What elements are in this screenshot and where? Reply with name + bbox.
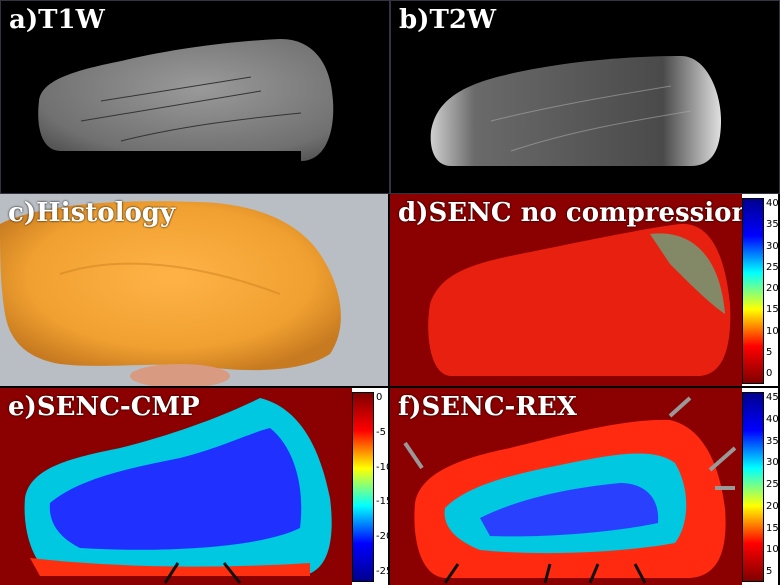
colorbar-e-tick: 0 — [376, 392, 383, 403]
colorbar-f-tick: 15 — [766, 522, 778, 534]
senc-no-compression-map — [390, 194, 742, 386]
colorbar-f-tick: 35 — [766, 435, 778, 447]
colorbar-d-tick: 35 — [766, 219, 778, 231]
colorbar-d-tick: 10 — [766, 325, 778, 337]
histology-photo — [0, 194, 388, 386]
panel-t2w: b)T2W — [390, 0, 780, 194]
panel-t1w: a)T1W — [0, 0, 390, 194]
colorbar-f-tick: 45 — [766, 392, 778, 403]
t2w-image — [430, 56, 721, 166]
panel-f-label: f)SENC-REX — [398, 392, 577, 422]
colorbar-e: 0 -5 -10 -15 -20 -25 — [352, 392, 388, 582]
panel-a-label: a)T1W — [9, 5, 105, 35]
colorbar-d-tick: 20 — [766, 283, 778, 294]
colorbar-f-tick: 5 — [766, 566, 773, 577]
colorbar-d-tick: 25 — [766, 261, 778, 273]
colorbar-e-tick: -10 — [376, 461, 388, 473]
colorbar-d-tick: 0 — [766, 368, 773, 379]
panel-b-label: b)T2W — [399, 5, 497, 35]
panel-c-label: c)Histology — [8, 198, 176, 228]
senc-rex-map — [390, 388, 742, 585]
colorbar-f-tick: 10 — [766, 544, 778, 556]
t1w-image — [38, 39, 334, 161]
colorbar-f-tick: 25 — [766, 479, 778, 490]
colorbar-d: 40 35 30 25 20 15 10 5 0 — [742, 198, 778, 384]
colorbar-d-tick: 30 — [766, 240, 778, 252]
colorbar-f-tick: 20 — [766, 500, 778, 512]
colorbar-d-tick: 5 — [766, 346, 773, 358]
colorbar-e-tick: -20 — [376, 531, 388, 543]
panel-senc-rex: f)SENC-REX 45 40 35 30 25 20 15 10 5 — [390, 388, 778, 585]
colorbar-d-tick: 40 — [766, 198, 778, 209]
colorbar-e-tick: -25 — [376, 566, 388, 577]
colorbar-f-tick: 30 — [766, 457, 778, 469]
panel-senc-cmp: e)SENC-CMP 0 -5 -10 -15 -20 -25 — [0, 388, 388, 585]
colorbar-d-tick: 15 — [766, 304, 778, 316]
panel-e-label: e)SENC-CMP — [8, 392, 200, 422]
colorbar-f-tick: 40 — [766, 413, 778, 425]
colorbar-f: 45 40 35 30 25 20 15 10 5 — [742, 392, 778, 582]
colorbar-e-tick: -5 — [376, 426, 386, 438]
panel-histology: c)Histology — [0, 194, 388, 386]
panel-senc-no-compression: d)SENC no compression 40 35 30 25 20 15 10 5 0 — [390, 194, 778, 386]
senc-cmp-map — [0, 388, 352, 585]
panel-d-label: d)SENC no compression — [398, 198, 751, 228]
colorbar-e-tick: -15 — [376, 496, 388, 508]
